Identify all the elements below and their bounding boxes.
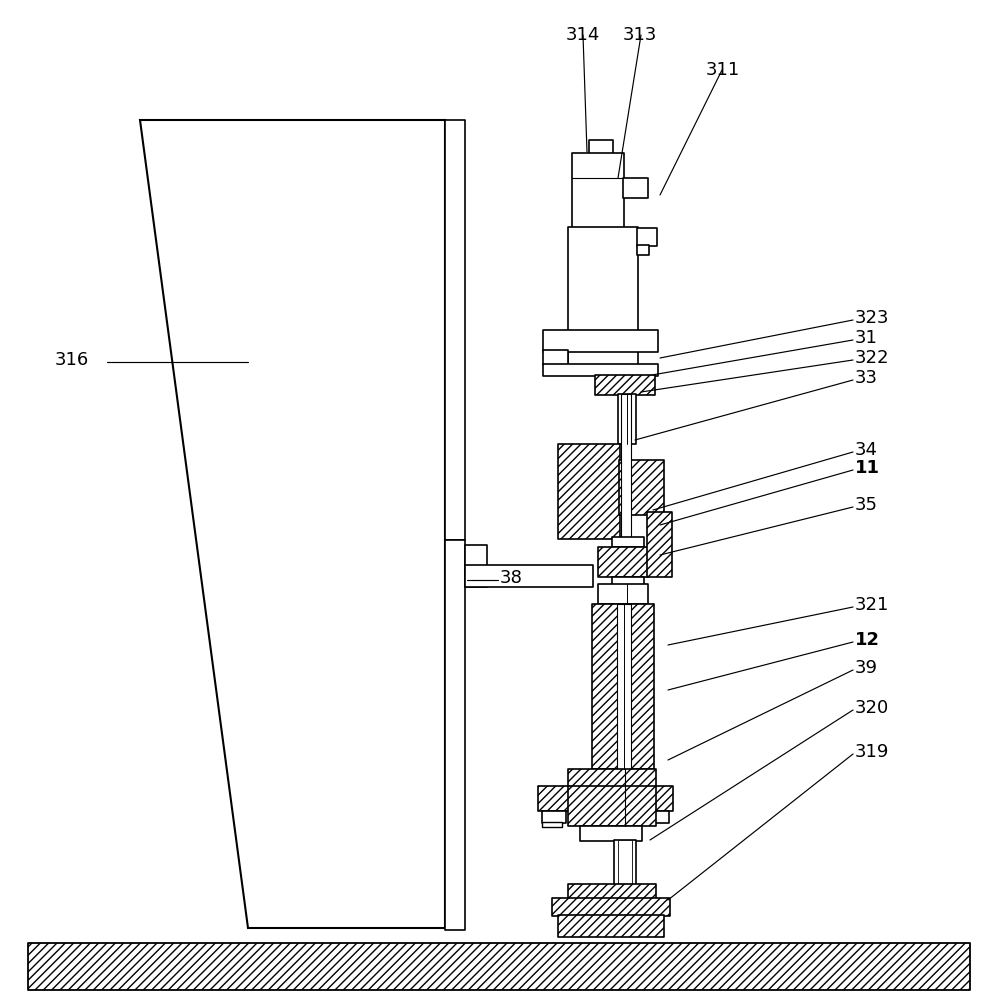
Bar (542, 811, 566, 823)
Bar (637, 228, 657, 246)
Text: 12: 12 (855, 631, 880, 649)
Bar (542, 822, 562, 827)
Bar (612, 577, 644, 585)
Bar (589, 140, 613, 154)
Bar (595, 375, 655, 395)
Bar (618, 840, 632, 885)
Bar (558, 915, 664, 937)
Bar (445, 120, 465, 540)
Bar (614, 840, 636, 885)
Bar (592, 604, 654, 769)
Text: 35: 35 (855, 496, 878, 514)
Text: 322: 322 (855, 349, 890, 367)
Bar (655, 786, 673, 811)
Text: 11: 11 (855, 459, 880, 477)
Bar (568, 227, 638, 367)
Text: 323: 323 (855, 309, 890, 327)
Bar (538, 786, 570, 811)
Bar (618, 394, 636, 444)
Text: 321: 321 (855, 596, 889, 614)
Bar (543, 330, 658, 352)
Text: 34: 34 (855, 441, 878, 459)
Bar (568, 769, 656, 787)
Polygon shape (622, 893, 632, 910)
Text: 311: 311 (706, 61, 740, 79)
Text: 314: 314 (566, 26, 600, 44)
Bar (568, 884, 656, 899)
Bar (572, 153, 624, 228)
Bar (465, 565, 593, 587)
Bar (465, 545, 487, 587)
Bar (598, 584, 648, 604)
Text: 31: 31 (855, 329, 878, 347)
Bar (543, 364, 658, 376)
Bar (619, 460, 664, 515)
Text: 313: 313 (623, 26, 657, 44)
Bar (552, 898, 670, 916)
Text: 319: 319 (855, 743, 889, 761)
Bar (598, 547, 648, 577)
Polygon shape (140, 120, 445, 928)
Text: 38: 38 (500, 569, 523, 587)
Text: 316: 316 (55, 351, 89, 369)
Bar (617, 604, 631, 769)
Bar (621, 394, 631, 539)
Bar (28, 943, 970, 990)
Bar (612, 537, 644, 547)
Bar (558, 444, 620, 539)
Bar (618, 884, 632, 894)
Text: 33: 33 (855, 369, 878, 387)
Bar (543, 350, 568, 365)
Bar (637, 245, 649, 255)
Bar (624, 910, 630, 922)
Bar (623, 178, 648, 198)
Text: 320: 320 (855, 699, 889, 717)
Text: 39: 39 (855, 659, 878, 677)
Bar (647, 512, 672, 577)
Bar (655, 811, 669, 823)
Bar (580, 826, 642, 841)
Bar (568, 786, 656, 826)
Bar (445, 540, 465, 930)
